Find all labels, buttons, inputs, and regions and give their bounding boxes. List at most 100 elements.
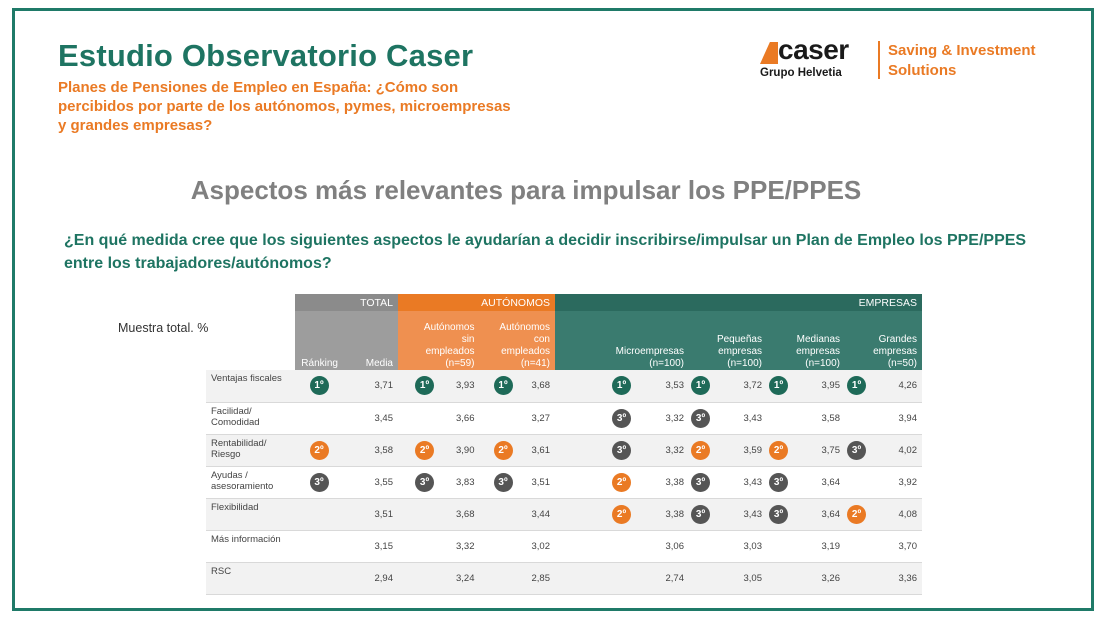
badge-cell: 3º — [689, 498, 712, 531]
value-cell: 3,72 — [712, 370, 767, 403]
column-header-row: Ránking Media Autónomos sin empleados (n=59… — [206, 311, 922, 370]
badge-cell: 1º — [845, 370, 868, 403]
rank-badge-icon: 3º — [691, 504, 710, 524]
value-cell: 3,32 — [633, 402, 689, 435]
badge-cell — [398, 498, 451, 531]
badge-cell: 3º — [610, 402, 633, 435]
badge-cell — [479, 530, 527, 563]
value-cell: 3,26 — [790, 562, 845, 595]
ranking-cell: 1º — [295, 370, 343, 403]
badge-cell — [610, 562, 633, 595]
media-cell: 3,58 — [343, 434, 398, 467]
value-cell: 3,19 — [790, 530, 845, 563]
spacer-cell — [555, 530, 610, 563]
col-header-line: empresas — [796, 346, 840, 357]
badge-cell: 2º — [479, 434, 527, 467]
rank-badge-icon: 2º — [691, 440, 710, 460]
ranking-cell: 2º — [295, 434, 343, 467]
row-label-line: Riesgo — [211, 448, 241, 460]
value-cell: 3,05 — [712, 562, 767, 595]
ranking-cell — [295, 402, 343, 435]
col-media: Media — [343, 311, 398, 370]
caser-logo-mark-icon — [760, 42, 778, 64]
col-header-line: Autónomos — [499, 322, 550, 333]
value-cell: 3,24 — [451, 562, 480, 595]
value-cell: 3,94 — [868, 402, 922, 435]
row-label-line: Ayudas / — [211, 469, 248, 481]
rank-badge-icon: 3º — [847, 440, 866, 460]
col-header-line: (n=100) — [805, 358, 840, 369]
row-label: Rentabilidad/Riesgo — [206, 434, 295, 467]
value-cell: 4,26 — [868, 370, 922, 403]
rank-badge-icon: 2º — [847, 504, 866, 524]
sample-label: Muestra total. % — [118, 321, 209, 335]
col-grandes: Grandes empresas (n=50) — [845, 311, 922, 370]
badge-cell — [845, 402, 868, 435]
value-cell: 3,53 — [633, 370, 689, 403]
badge-cell — [479, 498, 527, 531]
rank-badge-icon: 2º — [612, 504, 631, 524]
badge-cell — [398, 402, 451, 435]
value-cell: 3,27 — [526, 402, 555, 435]
rank-badge-icon: 2º — [612, 472, 631, 492]
col-header-line: (n=59) — [445, 358, 475, 369]
section-heading: Aspectos más relevantes para impulsar lo… — [190, 175, 862, 205]
group-autonomos: AUTÓNOMOS — [398, 294, 555, 311]
badge-cell: 2º — [845, 498, 868, 531]
caser-logo: caser Grupo Helvetia — [758, 34, 868, 82]
col-header-line: (n=100) — [649, 358, 684, 369]
row-label: RSC — [206, 562, 295, 595]
col-header-line: (n=50) — [887, 358, 917, 369]
badge-cell: 1º — [767, 370, 790, 403]
value-cell: 3,61 — [526, 434, 555, 467]
media-cell: 3,15 — [343, 530, 398, 563]
badge-cell: 1º — [398, 370, 451, 403]
value-cell: 3,95 — [790, 370, 845, 403]
ranking-cell — [295, 530, 343, 563]
badge-cell: 1º — [479, 370, 527, 403]
col-aut-con: Autónomos con empleados (n=41) — [479, 311, 555, 370]
ranking-cell: 3º — [295, 466, 343, 499]
spacer-cell — [555, 434, 610, 467]
col-header-line: Microempresas — [615, 346, 684, 357]
badge-cell: 2º — [767, 434, 790, 467]
row-label-line: RSC — [211, 565, 232, 577]
badge-cell: 2º — [610, 466, 633, 499]
tagline-line-2: Solutions — [888, 62, 957, 79]
col-header-line: empresas — [718, 346, 762, 357]
page-subtitle: Planes de Pensiones de Empleo en España:… — [58, 79, 511, 134]
badge-cell — [767, 402, 790, 435]
rank-badge-icon: 1º — [309, 376, 329, 396]
tagline: Saving & Investment Solutions — [888, 41, 1036, 81]
media-cell: 3,55 — [343, 466, 398, 499]
value-cell: 3,36 — [868, 562, 922, 595]
value-cell: 3,93 — [451, 370, 480, 403]
rank-badge-icon: 3º — [415, 472, 434, 492]
table-row: Rentabilidad/Riesgo 2º 3,58 2º 3,90 2º 3,61 3º 3… — [206, 434, 922, 467]
row-label: Flexibilidad — [206, 498, 295, 531]
badge-cell: 3º — [689, 466, 712, 499]
spacer-cell — [555, 370, 610, 403]
group-header-row: TOTAL AUTÓNOMOS EMPRESAS — [206, 294, 922, 311]
value-cell: 3,32 — [451, 530, 480, 563]
value-cell: 2,85 — [526, 562, 555, 595]
group-empresas: EMPRESAS — [555, 294, 922, 311]
col-header-line: empleados — [425, 346, 475, 357]
col-header-line: sin — [461, 334, 475, 345]
rank-badge-icon: 2º — [415, 440, 434, 460]
col-medianas: Medianas empresas (n=100) — [767, 311, 845, 370]
value-cell: 3,83 — [451, 466, 480, 499]
badge-cell: 2º — [398, 434, 451, 467]
col-header-line: con — [533, 334, 550, 345]
spacer-cell — [555, 562, 610, 595]
value-cell: 3,90 — [451, 434, 480, 467]
rank-badge-icon: 2º — [769, 440, 788, 460]
badge-cell: 3º — [767, 498, 790, 531]
rank-badge-icon: 1º — [493, 376, 513, 396]
rank-badge-icon: 3º — [691, 408, 710, 428]
rank-badge-icon: 3º — [612, 440, 631, 460]
rank-badge-icon: 1º — [415, 376, 434, 396]
col-pequenas: Pequeñas empresas (n=100) — [689, 311, 767, 370]
row-label-line: Ventajas fiscales — [211, 373, 282, 384]
table-row: Ayudas / asesoramiento 3º 3,55 3º 3,83 3º 3,51 2… — [206, 466, 922, 499]
